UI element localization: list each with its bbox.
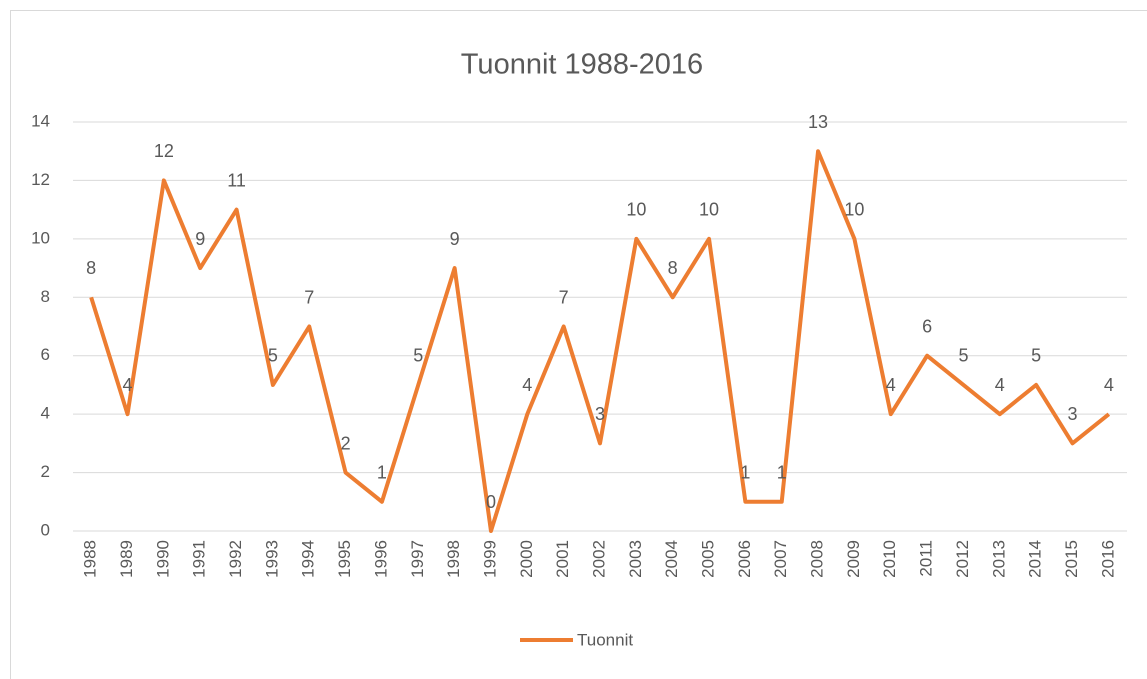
x-tick-label: 2005	[699, 540, 718, 578]
x-tick-label: 2006	[735, 540, 754, 578]
data-label: 5	[413, 346, 423, 366]
x-tick-label: 2011	[917, 540, 936, 577]
data-label: 6	[922, 316, 932, 336]
x-tick-label: 2001	[553, 540, 572, 578]
chart-border	[10, 10, 1147, 679]
data-label: 4	[995, 375, 1005, 395]
data-label: 13	[808, 112, 828, 132]
x-tick-label: 2012	[953, 540, 972, 578]
data-label: 4	[886, 375, 896, 395]
y-tick-label: 12	[31, 170, 50, 189]
x-tick-label: 2015	[1062, 540, 1081, 578]
y-tick-label: 10	[31, 228, 50, 247]
x-tick-label: 2014	[1026, 540, 1045, 578]
data-label: 3	[1067, 404, 1077, 424]
y-tick-label: 8	[41, 287, 50, 306]
x-tick-label: 2002	[589, 540, 608, 578]
data-label: 1	[777, 463, 787, 483]
data-label: 1	[740, 463, 750, 483]
x-tick-label: 2007	[771, 540, 790, 578]
data-label: 8	[86, 258, 96, 278]
data-label: 10	[699, 200, 719, 220]
data-label: 5	[268, 346, 278, 366]
data-label: 10	[626, 200, 646, 220]
x-tick-label: 2013	[989, 540, 1008, 578]
y-tick-label: 14	[31, 111, 50, 130]
x-tick-label: 2008	[808, 540, 827, 578]
x-tick-label: 1993	[262, 540, 281, 578]
data-label: 7	[559, 287, 569, 307]
data-label: 5	[958, 346, 968, 366]
x-tick-label: 2000	[517, 540, 536, 578]
x-tick-label: 2016	[1098, 540, 1117, 578]
data-label: 4	[1104, 375, 1114, 395]
y-tick-label: 2	[41, 462, 50, 481]
x-tick-label: 1995	[335, 540, 354, 578]
data-label: 9	[450, 229, 460, 249]
x-tick-label: 1997	[408, 540, 427, 578]
data-label: 9	[195, 229, 205, 249]
chart-title: Tuonnit 1988-2016	[461, 49, 703, 81]
y-tick-label: 4	[41, 404, 50, 423]
legend-label: Tuonnit	[577, 630, 633, 649]
x-tick-label: 1994	[299, 540, 318, 578]
x-tick-label: 1992	[226, 540, 245, 578]
data-label: 10	[844, 200, 864, 220]
x-tick-label: 1989	[117, 540, 136, 578]
x-tick-label: 1999	[480, 540, 499, 578]
data-label: 4	[522, 375, 532, 395]
data-label: 5	[1031, 346, 1041, 366]
x-tick-label: 2009	[844, 540, 863, 578]
x-tick-label: 2003	[626, 540, 645, 578]
data-label: 12	[154, 141, 174, 161]
data-label: 3	[595, 404, 605, 424]
x-tick-label: 1998	[444, 540, 463, 578]
series-line	[89, 149, 1111, 533]
data-label: 1	[377, 463, 387, 483]
y-tick-label: 0	[41, 520, 50, 539]
data-label: 2	[341, 433, 351, 453]
data-label: 0	[486, 492, 496, 512]
x-tick-label: 1991	[190, 540, 209, 578]
data-label: 11	[227, 170, 246, 190]
x-tick-label: 1996	[371, 540, 390, 578]
data-label: 8	[668, 258, 678, 278]
x-tick-label: 1990	[153, 540, 172, 578]
x-tick-label: 2010	[880, 540, 899, 578]
y-tick-label: 6	[41, 345, 50, 364]
data-label: 4	[123, 375, 133, 395]
data-label: 7	[304, 287, 314, 307]
x-tick-label: 2004	[662, 540, 681, 578]
x-tick-label: 1988	[81, 540, 100, 578]
